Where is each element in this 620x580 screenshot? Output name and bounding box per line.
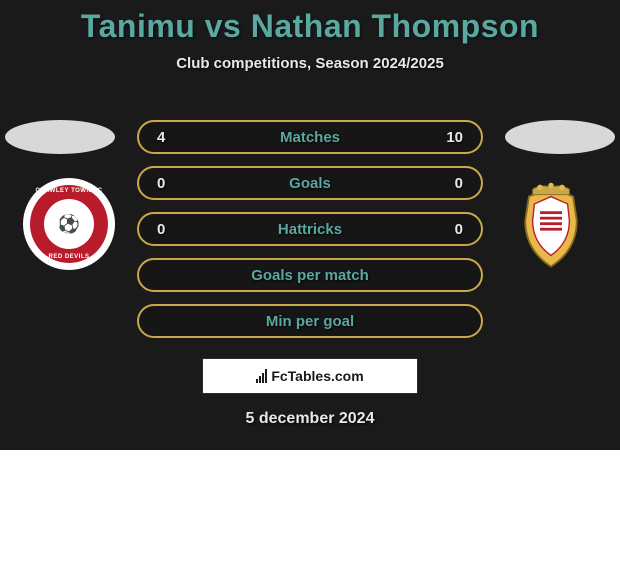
page-title: Tanimu vs Nathan Thompson [0,0,620,45]
stat-label: Min per goal [266,313,354,330]
blank-area [0,450,620,580]
player-photo-left-placeholder [5,120,115,154]
crest-left-top-text: CRAWLEY TOWN FC [30,188,108,194]
stat-row-matches: 4 Matches 10 [137,120,483,154]
stat-row-min-per-goal: Min per goal [137,304,483,338]
stat-row-goals: 0 Goals 0 [137,166,483,200]
club-crest-left: CRAWLEY TOWN FC ⚽ RED DEVILS [23,178,115,270]
stat-label: Goals per match [251,267,369,284]
bar-chart-icon [256,369,267,383]
stat-row-goals-per-match: Goals per match [137,258,483,292]
stat-label: Hattricks [278,221,342,238]
attribution-text: FcTables.com [271,368,363,384]
stat-right-value: 0 [439,221,463,238]
stat-right-value: 0 [439,175,463,192]
player-photo-right-placeholder [505,120,615,154]
stat-label: Matches [280,129,340,146]
club-crest-right [505,180,597,272]
stat-right-value: 10 [439,129,463,146]
crest-left-bottom-text: RED DEVILS [30,254,108,260]
stat-row-hattricks: 0 Hattricks 0 [137,212,483,246]
soccer-ball-icon: ⚽ [44,199,94,249]
stat-left-value: 0 [157,175,181,192]
stat-left-value: 4 [157,129,181,146]
subtitle: Club competitions, Season 2024/2025 [0,55,620,72]
stat-label: Goals [289,175,331,192]
comparison-card: Tanimu vs Nathan Thompson Club competiti… [0,0,620,450]
date-label: 5 december 2024 [0,410,620,428]
stats-table: 4 Matches 10 0 Goals 0 0 Hattricks 0 Goa… [137,120,483,350]
stat-left-value: 0 [157,221,181,238]
attribution-badge[interactable]: FcTables.com [202,358,418,394]
